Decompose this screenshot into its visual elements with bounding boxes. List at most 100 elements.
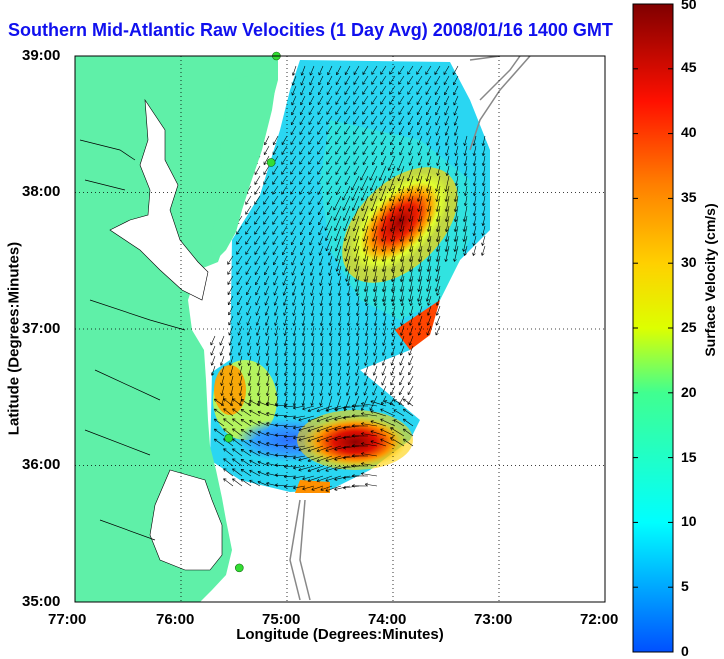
velocity-vector	[371, 105, 378, 115]
velocity-vector	[380, 135, 387, 145]
velocity-vector	[273, 285, 279, 296]
velocity-vector	[371, 225, 378, 242]
velocity-vector	[272, 175, 279, 185]
velocity-vector	[398, 65, 405, 75]
velocity-vector	[310, 325, 315, 337]
velocity-vector	[402, 418, 414, 427]
velocity-vector	[228, 305, 234, 316]
velocity-vector	[299, 205, 306, 215]
velocity-vector	[351, 414, 369, 418]
velocity-vector	[333, 215, 342, 231]
velocity-vector	[325, 445, 342, 452]
velocity-vector	[301, 335, 306, 347]
velocity-vector	[292, 325, 297, 336]
velocity-vector	[249, 459, 261, 467]
velocity-vector	[302, 405, 315, 411]
velocity-vector	[317, 205, 324, 216]
velocity-vector	[281, 205, 288, 215]
velocity-vector	[307, 465, 324, 473]
velocity-vector	[316, 405, 333, 413]
velocity-vector	[290, 155, 297, 165]
velocity-vector	[300, 85, 306, 96]
velocity-vector	[370, 430, 387, 437]
velocity-vector	[220, 385, 225, 396]
velocity-vector	[213, 428, 225, 437]
velocity-vector	[361, 452, 378, 457]
velocity-vector	[300, 65, 306, 76]
velocity-vector	[402, 398, 414, 407]
velocity-vector	[308, 195, 315, 205]
velocity-vector	[245, 225, 252, 235]
velocity-vector	[381, 385, 387, 396]
velocity-vector	[318, 215, 324, 226]
velocity-vector	[274, 365, 279, 377]
velocity-vector	[318, 65, 324, 76]
velocity-vector	[263, 195, 270, 205]
velocity-vector	[372, 385, 378, 396]
velocity-vector	[308, 145, 315, 155]
velocity-vector	[256, 375, 261, 387]
velocity-vector	[283, 474, 297, 479]
velocity-vector	[416, 85, 423, 95]
velocity-vector	[281, 245, 288, 256]
velocity-vector	[369, 165, 378, 181]
velocity-arrows	[210, 65, 486, 492]
velocity-vector	[245, 195, 252, 205]
velocity-vector	[425, 85, 432, 95]
velocity-vector	[426, 195, 432, 212]
velocity-vector	[223, 418, 234, 427]
velocity-vector	[310, 385, 315, 396]
velocity-vector	[255, 325, 261, 336]
velocity-vector	[380, 145, 387, 156]
velocity-vector	[229, 365, 234, 376]
velocity-vector	[223, 478, 234, 487]
velocity-vector	[310, 365, 315, 377]
velocity-vector	[372, 365, 378, 376]
velocity-vector	[265, 385, 270, 397]
velocity-vector	[351, 175, 360, 191]
y-axis-label: Latitude (Degrees:Minutes)	[5, 241, 23, 436]
velocity-vector	[213, 418, 225, 427]
velocity-vector	[453, 195, 459, 212]
velocity-vector	[453, 235, 459, 252]
velocity-vector	[408, 145, 414, 156]
velocity-vector	[372, 265, 378, 282]
velocity-vector	[325, 465, 342, 472]
velocity-vector	[290, 135, 297, 145]
velocity-vector	[355, 305, 360, 317]
velocity-vector	[370, 420, 387, 427]
velocity-vector	[399, 235, 405, 252]
velocity-vector	[408, 265, 414, 282]
velocity-vector	[453, 185, 459, 202]
velocity-vector	[298, 455, 315, 462]
velocity-vector	[255, 315, 261, 326]
colorbar-tick-label: 40	[681, 124, 697, 140]
velocity-vector	[372, 355, 378, 366]
velocity-vector	[393, 399, 405, 407]
velocity-vector	[378, 165, 387, 181]
velocity-vector	[308, 95, 315, 106]
velocity-vector	[290, 185, 297, 195]
velocity-vector	[335, 65, 342, 76]
velocity-vector	[319, 295, 324, 306]
velocity-vector	[436, 285, 441, 296]
velocity-vector	[351, 454, 369, 458]
velocity-vector	[426, 185, 432, 202]
velocity-vector	[361, 442, 378, 447]
velocity-vector	[380, 418, 396, 427]
velocity-vector	[362, 145, 369, 155]
velocity-vector	[292, 435, 306, 440]
river-inlets	[79, 139, 186, 541]
velocity-vector	[249, 429, 261, 437]
velocity-vector	[240, 468, 252, 477]
velocity-vector	[327, 245, 333, 256]
velocity-vector	[393, 409, 405, 417]
velocity-vector	[353, 165, 360, 176]
velocity-vector	[274, 355, 279, 367]
velocity-vector	[229, 385, 234, 396]
velocity-vector	[257, 470, 270, 477]
velocity-vector	[319, 345, 324, 357]
velocity-vector	[264, 315, 270, 326]
velocity-vector	[354, 275, 360, 292]
velocity-vector	[335, 165, 342, 175]
